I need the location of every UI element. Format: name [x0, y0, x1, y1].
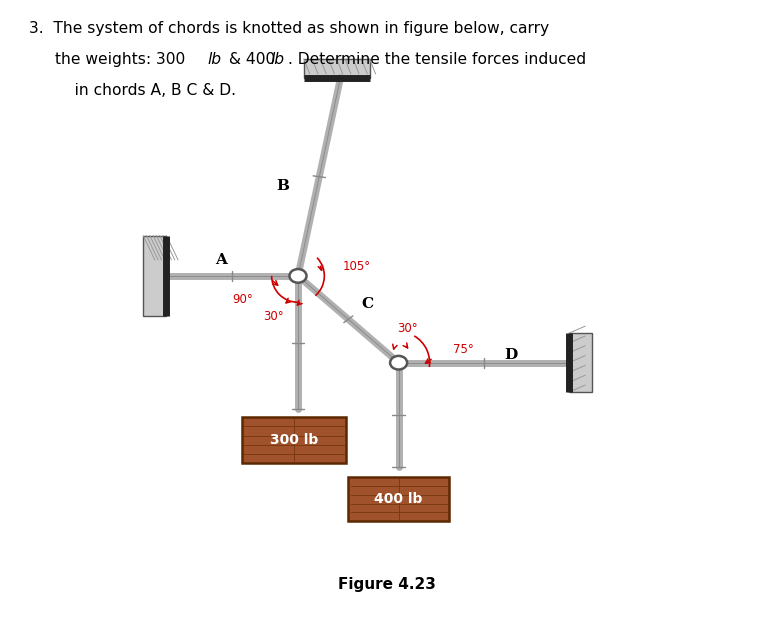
- Circle shape: [390, 356, 407, 370]
- Bar: [303, 59, 370, 78]
- Text: the weights: 300: the weights: 300: [55, 52, 185, 67]
- Text: & 400: & 400: [224, 52, 281, 67]
- Text: 30°: 30°: [398, 322, 418, 335]
- Bar: [241, 417, 347, 464]
- Text: D: D: [504, 348, 518, 361]
- Text: 30°: 30°: [263, 310, 283, 322]
- Text: 300 lb: 300 lb: [270, 433, 318, 447]
- Text: 105°: 105°: [343, 260, 371, 273]
- Bar: [143, 236, 166, 316]
- Text: 75°: 75°: [453, 343, 474, 355]
- Text: lb: lb: [207, 52, 221, 67]
- Text: 3.  The system of chords is knotted as shown in figure below, carry: 3. The system of chords is knotted as sh…: [29, 21, 550, 36]
- Text: A: A: [214, 254, 227, 267]
- Text: Figure 4.23: Figure 4.23: [338, 577, 436, 591]
- Bar: [348, 477, 449, 521]
- Text: 400 lb: 400 lb: [375, 492, 423, 506]
- Text: in chords A, B C & D.: in chords A, B C & D.: [55, 83, 236, 98]
- Text: B: B: [276, 179, 289, 193]
- Circle shape: [289, 269, 307, 283]
- Text: C: C: [361, 297, 374, 311]
- Text: 90°: 90°: [232, 293, 252, 306]
- Bar: [569, 334, 592, 392]
- Text: lb: lb: [271, 52, 285, 67]
- Text: . Determine the tensile forces induced: . Determine the tensile forces induced: [288, 52, 586, 67]
